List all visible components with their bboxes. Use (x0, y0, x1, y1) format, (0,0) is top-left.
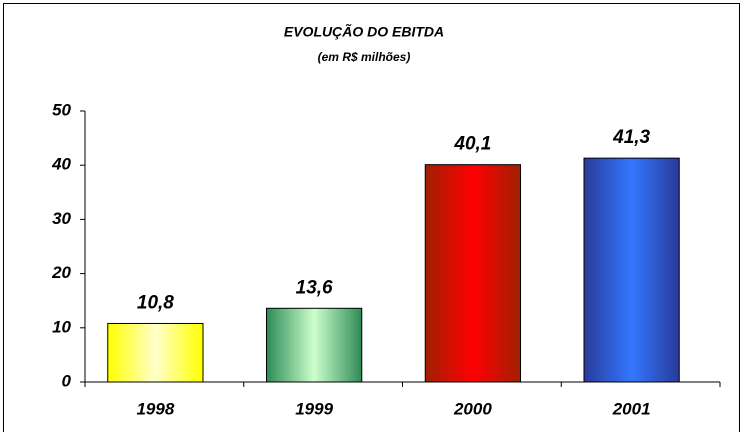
x-tick-label: 1999 (295, 399, 333, 418)
y-tick-label: 20 (51, 263, 71, 282)
bar (424, 164, 521, 383)
y-tick-label: 40 (51, 155, 71, 174)
bar (266, 307, 363, 383)
x-tick-label: 1998 (136, 399, 174, 418)
data-label: 40,1 (453, 134, 491, 155)
data-label: 10,8 (137, 292, 174, 313)
y-tick-label: 0 (62, 371, 72, 390)
x-tick-label: 2000 (453, 399, 492, 418)
chart-title: EVOLUÇÃO DO EBITDA (284, 23, 444, 40)
x-tick-label: 2001 (612, 399, 651, 418)
bar (107, 322, 204, 383)
y-tick-label: 30 (52, 209, 71, 228)
bar (583, 157, 680, 383)
y-tick-label: 50 (52, 100, 71, 119)
chart-subtitle: (em R$ milhões) (318, 50, 411, 64)
y-tick-label: 10 (52, 317, 71, 336)
data-label: 13,6 (296, 277, 333, 298)
data-label: 41,3 (612, 127, 650, 148)
